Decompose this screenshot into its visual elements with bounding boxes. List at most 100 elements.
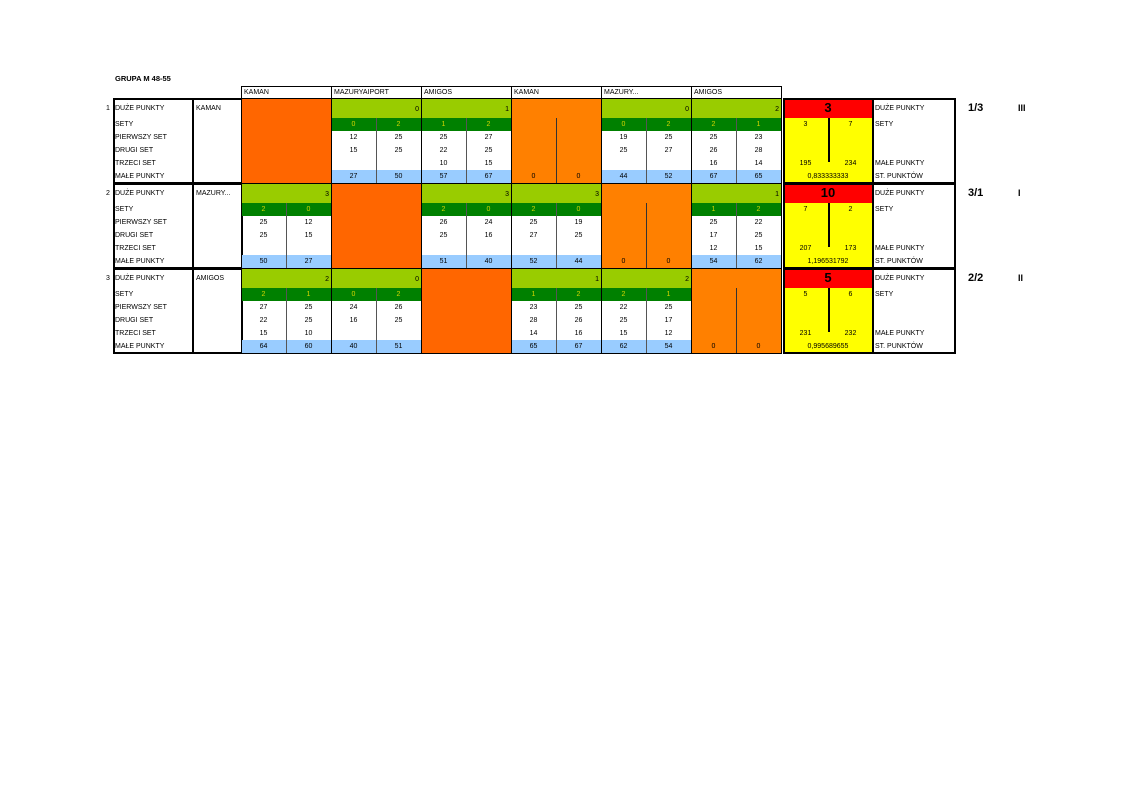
summary-label: SETY [875, 121, 894, 128]
divider [376, 288, 377, 353]
summary-label: ST. PUNKTÓW [875, 258, 923, 265]
row-label: DUŻE PUNKTY [115, 275, 165, 282]
summary-label: SETY [875, 291, 894, 298]
match-cell-border [511, 98, 602, 184]
summary-small-points: 195 [799, 160, 812, 167]
set-score: 26 [709, 147, 718, 154]
team-number: 3 [106, 275, 110, 282]
row-label: DUŻE PUNKTY [115, 190, 165, 197]
set-score: 25 [664, 134, 673, 141]
set-score: 25 [709, 219, 718, 226]
place: III [1018, 103, 1026, 113]
place: I [1018, 188, 1021, 198]
row-label: DRUGI SET [115, 232, 154, 239]
summary-border [783, 183, 874, 269]
row-label: SETY [115, 206, 134, 213]
divider [646, 118, 647, 183]
match-points-value: 2 [325, 276, 329, 283]
match-points-cell [241, 268, 331, 288]
match-points-cell [421, 98, 511, 118]
set-score: 23 [754, 134, 763, 141]
summary-small-points: 173 [844, 245, 857, 252]
column-header-label: AMIGOS [424, 89, 453, 96]
set-score: 28 [754, 147, 763, 154]
summary-sets: 3 [803, 121, 808, 128]
divider [376, 118, 377, 183]
set-score: 27 [529, 232, 538, 239]
set-score: 22 [439, 147, 448, 154]
small-points-value: 51 [439, 258, 448, 265]
set-score: 25 [484, 147, 493, 154]
team-number: 1 [106, 105, 110, 112]
row-label: MAŁE PUNKTY [115, 173, 165, 180]
summary-label: MAŁE PUNKTY [875, 160, 925, 167]
summary-big-points-cell [783, 183, 873, 203]
small-points-value: 0 [531, 173, 536, 180]
team-number: 2 [106, 190, 110, 197]
divider [736, 288, 737, 353]
match-cell-border [691, 268, 782, 354]
set-score: 25 [664, 304, 673, 311]
small-points-value: 62 [754, 258, 763, 265]
match-points-value: 3 [505, 191, 509, 198]
sets-value: 2 [711, 121, 716, 128]
match-points-value: 2 [685, 276, 689, 283]
sets-value: 2 [261, 291, 266, 298]
row-label: PIERWSZY SET [115, 134, 167, 141]
set-score: 24 [349, 304, 358, 311]
summary-label: DUŻE PUNKTY [875, 275, 925, 282]
small-points-value: 40 [349, 343, 358, 350]
summary-sets: 6 [848, 291, 853, 298]
small-points-value: 27 [304, 258, 313, 265]
set-score: 12 [304, 219, 313, 226]
set-score: 17 [664, 317, 673, 324]
summary-small-points: 207 [799, 245, 812, 252]
set-score: 24 [484, 219, 493, 226]
set-score: 10 [439, 160, 448, 167]
sets-value: 1 [441, 121, 446, 128]
summary-sets: 7 [848, 121, 853, 128]
row-label: SETY [115, 121, 134, 128]
divider [646, 203, 647, 268]
match-cell-border [691, 98, 782, 184]
set-score: 12 [709, 245, 718, 252]
small-points-value: 40 [484, 258, 493, 265]
rank: 2/2 [968, 272, 984, 284]
sets-value: 2 [486, 121, 491, 128]
self-match-cell [241, 98, 331, 183]
summary-sets: 2 [848, 206, 853, 213]
sets-value: 2 [396, 121, 401, 128]
match-points-cell [241, 183, 331, 203]
small-points-value: 64 [259, 343, 268, 350]
match-points-value: 3 [325, 191, 329, 198]
set-score: 14 [529, 330, 538, 337]
match-points-cell [421, 183, 511, 203]
match-points-cell [331, 98, 421, 118]
set-score: 12 [664, 330, 673, 337]
small-points-value: 44 [574, 258, 583, 265]
match-cell-border [421, 268, 512, 354]
summary-big-points: 3 [824, 100, 832, 115]
set-score: 27 [664, 147, 673, 154]
sets-value: 0 [351, 121, 356, 128]
divider [736, 118, 737, 183]
sets-value: 2 [531, 206, 536, 213]
set-score: 15 [754, 245, 763, 252]
set-score: 25 [754, 232, 763, 239]
set-score: 15 [349, 147, 358, 154]
summary-label: ST. PUNKTÓW [875, 173, 923, 180]
small-points-value: 54 [709, 258, 718, 265]
self-match-cell [331, 183, 421, 268]
summary-label: DUŻE PUNKTY [875, 190, 925, 197]
divider [556, 118, 557, 183]
set-score: 25 [439, 232, 448, 239]
sets-value: 1 [306, 291, 311, 298]
sets-value: 1 [711, 206, 716, 213]
match-points-cell [691, 98, 781, 118]
match-points-cell [691, 183, 781, 203]
small-points-value: 65 [754, 173, 763, 180]
small-points-value: 67 [709, 173, 718, 180]
summary-label: MAŁE PUNKTY [875, 245, 925, 252]
summary-small-points: 234 [844, 160, 857, 167]
small-points-value: 52 [529, 258, 538, 265]
